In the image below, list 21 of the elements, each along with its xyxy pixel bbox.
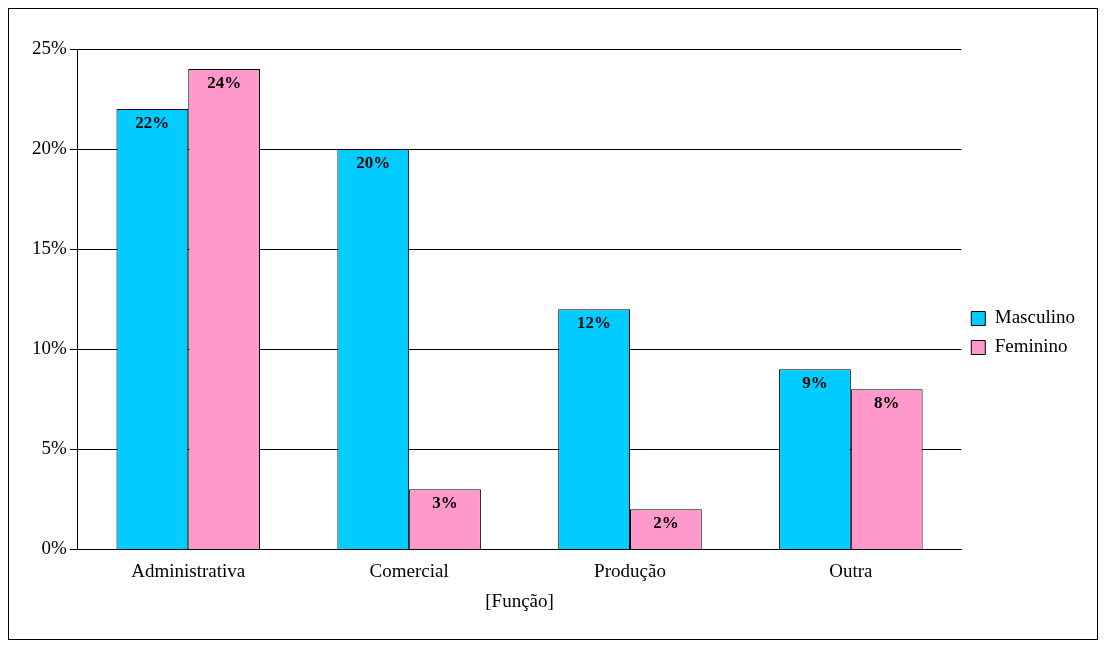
data-label: 2% [653,513,679,533]
data-label: 22% [135,112,170,132]
legend-label: Feminino [994,335,1068,357]
data-label: 20% [356,152,391,172]
y-tick-label: 20% [32,137,67,159]
data-label: 12% [577,313,612,333]
y-tick-label: 15% [32,237,67,259]
data-label: 8% [874,393,900,413]
data-label: 24% [207,72,242,92]
data-label: 3% [432,493,458,513]
x-axis-title: [Função] [485,589,554,611]
y-tick-label: 0% [41,537,67,559]
x-tick-label: Administrativa [131,559,246,581]
y-tick-label: 25% [32,36,67,58]
y-tick-label: 10% [32,337,67,359]
x-tick-label: Comercial [369,559,449,581]
x-tick-label: Produção [594,559,666,581]
legend-label: Masculino [994,306,1076,328]
y-tick-label: 5% [41,437,67,459]
x-tick-label: Outra [829,559,874,581]
data-label: 9% [802,373,828,393]
